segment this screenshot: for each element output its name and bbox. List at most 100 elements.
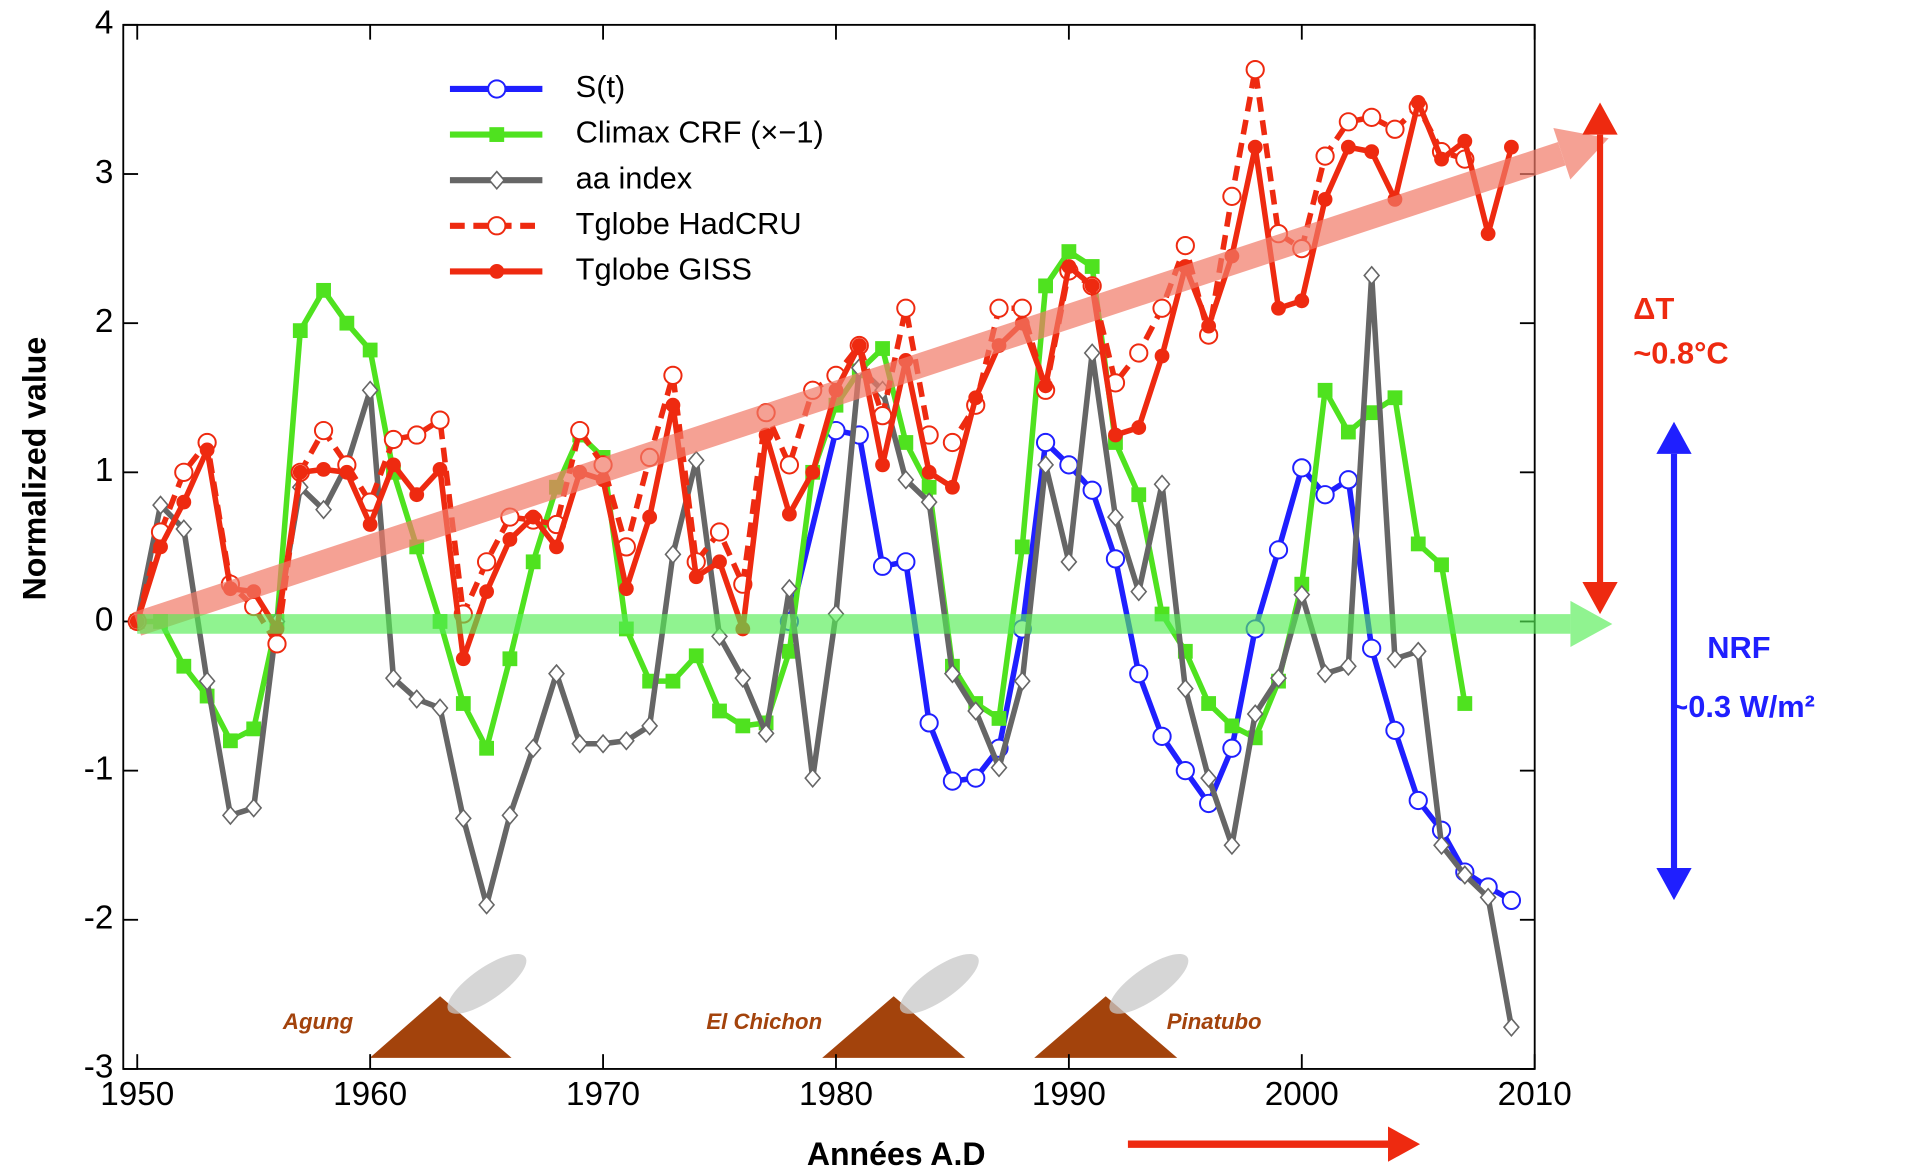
marker: [432, 461, 448, 477]
marker: [989, 298, 1009, 318]
marker: [409, 487, 425, 503]
marker: [919, 713, 939, 733]
volcano: [822, 996, 966, 1058]
marker: [1410, 536, 1426, 552]
marker: [152, 495, 169, 515]
marker: [176, 658, 192, 674]
marker: [549, 539, 564, 555]
marker: [1175, 761, 1195, 781]
marker: [489, 127, 505, 142]
marker: [991, 711, 1007, 726]
arrow: [137, 600, 1613, 647]
marker: [1457, 133, 1473, 149]
marker: [875, 341, 890, 356]
marker: [1457, 696, 1473, 711]
marker: [779, 455, 800, 475]
annotation: ~0.8°C: [1633, 335, 1728, 370]
marker: [897, 469, 915, 490]
y-axis-label: Normalized value: [16, 337, 52, 601]
marker: [1386, 648, 1404, 669]
marker: [1317, 382, 1333, 398]
arrow: [133, 127, 1609, 636]
marker: [153, 539, 168, 555]
marker: [267, 634, 287, 654]
marker: [898, 435, 914, 450]
marker: [1061, 244, 1077, 259]
marker: [1364, 144, 1380, 160]
marker: [1504, 139, 1519, 155]
plume: [447, 953, 527, 1014]
marker: [805, 464, 821, 480]
marker: [1294, 293, 1310, 309]
marker: [479, 740, 495, 756]
marker: [1013, 671, 1031, 692]
arrow-shaft: [133, 142, 1566, 636]
marker: [292, 323, 308, 339]
marker: [1433, 835, 1450, 856]
arrow-head: [1582, 102, 1618, 135]
arrow: [1582, 102, 1618, 615]
legend-label: Tglobe GISS: [576, 252, 752, 287]
marker: [570, 420, 590, 441]
marker: [642, 509, 658, 525]
marker: [487, 216, 507, 236]
marker: [1060, 551, 1078, 572]
arrow-head: [1570, 600, 1613, 647]
marker: [478, 895, 496, 915]
marker: [875, 457, 890, 473]
marker: [712, 554, 727, 570]
marker: [896, 552, 916, 572]
marker: [1037, 455, 1055, 475]
marker: [1292, 458, 1312, 478]
marker: [1129, 664, 1149, 684]
series-line: [137, 248, 1468, 752]
marker: [525, 554, 541, 570]
marker: [407, 425, 427, 445]
marker: [548, 663, 565, 684]
plot-frame: [122, 23, 1536, 1070]
marker: [1339, 656, 1357, 677]
marker: [1061, 259, 1077, 274]
marker: [1385, 119, 1405, 139]
marker: [942, 771, 963, 791]
marker: [664, 544, 682, 565]
legend-label: Climax CRF (×−1): [576, 115, 824, 150]
x-tick-label: 1960: [333, 1076, 407, 1113]
marker: [1293, 584, 1311, 605]
plume: [1109, 953, 1189, 1014]
x-axis-label: Années A.D: [807, 1136, 986, 1169]
marker: [292, 464, 308, 480]
legend-label: Tglobe HadCRU: [576, 206, 802, 241]
y-tick-label: -2: [84, 900, 114, 937]
marker: [362, 342, 378, 358]
marker: [1131, 420, 1147, 435]
x-tick-label: 1990: [1032, 1076, 1106, 1113]
marker: [476, 552, 497, 572]
marker: [1316, 663, 1334, 684]
marker: [851, 338, 867, 353]
marker: [1201, 318, 1217, 334]
marker: [315, 499, 333, 520]
marker: [1224, 718, 1240, 734]
marker: [361, 380, 379, 401]
marker: [1107, 507, 1124, 527]
volcano: [1034, 996, 1178, 1058]
marker: [1082, 480, 1102, 500]
marker: [339, 464, 355, 480]
marker: [1363, 265, 1381, 286]
marker: [687, 450, 705, 471]
marker: [386, 457, 401, 473]
marker: [1154, 348, 1170, 364]
marker: [617, 730, 635, 751]
marker: [430, 410, 450, 430]
marker: [780, 578, 798, 599]
marker: [502, 651, 518, 667]
arrow-head: [1656, 421, 1692, 454]
x-tick-label: 2000: [1265, 1076, 1339, 1113]
volcano-label: El Chichon: [706, 1009, 822, 1034]
y-tick-label: 1: [95, 452, 114, 489]
marker: [688, 648, 704, 664]
marker: [688, 569, 704, 585]
marker: [316, 461, 331, 477]
